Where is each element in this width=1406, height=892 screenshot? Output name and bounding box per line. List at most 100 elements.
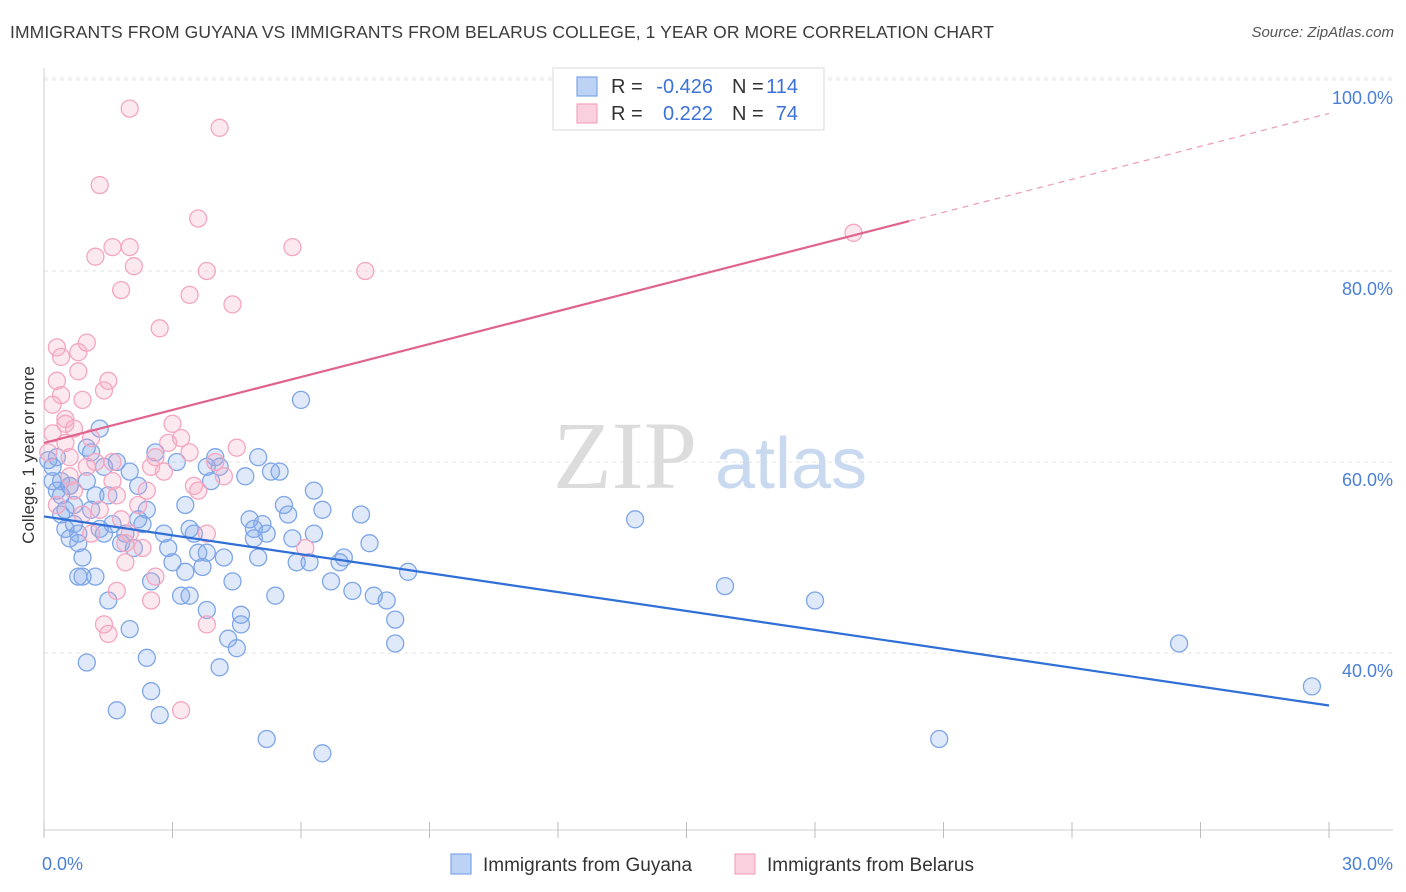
stats-r-label-belarus: R = <box>611 103 643 125</box>
point-belarus <box>124 257 144 276</box>
point-guyana <box>313 744 332 763</box>
point-guyana <box>236 467 255 486</box>
stats-swatch-guyana <box>576 76 598 97</box>
point-guyana <box>107 452 126 472</box>
point-guyana <box>167 452 186 472</box>
point-guyana <box>257 729 276 749</box>
point-guyana <box>197 600 216 620</box>
point-guyana <box>278 505 298 524</box>
point-belarus <box>94 615 114 634</box>
chart-source: Source: ZipAtlas.com <box>1251 24 1394 41</box>
point-belarus <box>39 443 58 462</box>
point-belarus <box>120 237 139 257</box>
chart-title: IMMIGRANTS FROM GUYANA VS IMMIGRANTS FRO… <box>10 22 995 42</box>
point-belarus <box>103 237 122 257</box>
point-belarus <box>356 261 375 281</box>
point-belarus <box>283 237 302 257</box>
y-tick-label: 40.0% <box>1342 661 1393 681</box>
point-guyana <box>73 548 92 567</box>
point-belarus <box>146 567 165 586</box>
point-belarus <box>51 347 71 367</box>
point-guyana <box>81 443 101 462</box>
point-guyana <box>223 572 242 591</box>
point-belarus <box>47 495 67 515</box>
point-belarus <box>116 553 135 572</box>
point-belarus <box>47 371 67 390</box>
axes <box>43 68 1393 831</box>
stats-box: R = -0.426 N = 114 R = 0.222 N = 74 <box>552 67 825 131</box>
point-guyana <box>805 591 825 610</box>
point-guyana <box>625 510 645 529</box>
legend-swatch-belarus <box>734 853 756 875</box>
point-belarus <box>43 424 62 443</box>
point-guyana <box>313 500 332 519</box>
point-guyana <box>1302 677 1322 696</box>
legend-swatch-guyana <box>450 853 472 875</box>
point-belarus <box>99 371 118 390</box>
point-belarus <box>133 538 152 558</box>
point-guyana <box>137 648 156 667</box>
point-belarus <box>184 476 204 496</box>
y-axis-title: College, 1 year or more <box>19 366 38 544</box>
point-belarus <box>64 419 84 438</box>
point-guyana <box>249 448 268 467</box>
point-belarus <box>146 448 165 467</box>
stats-r-value-guyana: -0.426 <box>656 76 713 98</box>
point-belarus <box>171 701 191 720</box>
point-belarus <box>116 534 135 553</box>
point-guyana <box>304 524 324 543</box>
point-guyana <box>231 605 251 624</box>
point-guyana <box>43 457 62 476</box>
stats-swatch-belarus <box>576 103 598 124</box>
point-belarus <box>137 481 156 500</box>
data-points <box>39 99 1322 763</box>
point-belarus <box>227 438 246 457</box>
point-guyana <box>300 553 319 572</box>
point-belarus <box>90 500 109 519</box>
point-guyana <box>120 619 139 639</box>
point-guyana <box>51 471 71 491</box>
point-guyana <box>253 514 272 534</box>
point-guyana <box>351 505 371 524</box>
trend-line-guyana <box>43 515 1330 707</box>
point-belarus <box>107 486 126 505</box>
point-guyana <box>150 705 169 725</box>
point-guyana <box>334 548 353 567</box>
stats-box-frame <box>552 67 825 131</box>
point-guyana <box>283 529 302 548</box>
point-belarus <box>111 280 131 300</box>
point-guyana <box>214 548 234 567</box>
point-belarus <box>223 295 242 314</box>
point-guyana <box>60 529 79 548</box>
point-belarus <box>180 285 199 305</box>
trend-line-belarus-extension <box>909 112 1330 222</box>
point-belarus <box>129 495 148 515</box>
stats-n-label-guyana: N = <box>732 76 764 98</box>
point-belarus <box>150 319 169 338</box>
point-belarus <box>60 448 79 467</box>
point-guyana <box>77 653 96 672</box>
x-tick-label-max: 30.0% <box>1342 854 1393 874</box>
point-belarus <box>206 452 225 472</box>
point-belarus <box>69 362 88 381</box>
point-belarus <box>103 471 122 491</box>
point-guyana <box>47 448 67 467</box>
point-guyana <box>266 586 285 605</box>
x-tick-label-min: 0.0% <box>42 854 83 874</box>
point-guyana <box>231 615 251 634</box>
point-belarus <box>197 615 216 634</box>
point-belarus <box>86 247 105 266</box>
point-guyana <box>227 639 246 658</box>
point-guyana <box>69 524 88 543</box>
legend-label-guyana: Immigrants from Guyana <box>483 855 692 876</box>
point-guyana <box>197 457 216 476</box>
point-guyana <box>930 729 949 749</box>
point-belarus <box>60 467 79 486</box>
point-belarus <box>56 414 75 433</box>
y-tick-label: 100.0% <box>1332 88 1393 108</box>
point-guyana <box>291 390 311 410</box>
point-guyana <box>73 567 92 586</box>
watermark-atlas: atlas <box>715 424 867 504</box>
point-guyana <box>86 567 105 586</box>
stats-r-value-belarus: 0.222 <box>663 103 713 125</box>
